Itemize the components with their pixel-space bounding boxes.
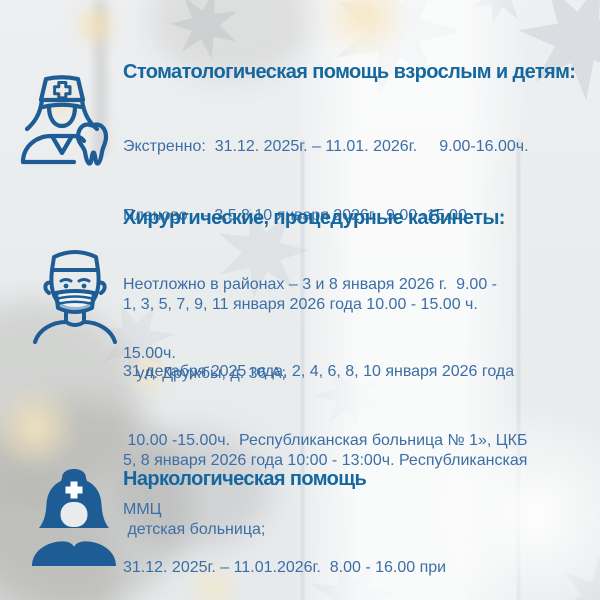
light-glow [318, 0, 408, 60]
schedule-line: детская больница; [123, 521, 266, 538]
schedule-line: 10.00 -15.00ч. Республиканская больница … [123, 432, 528, 449]
surgical-section-heading: Хирургические, процедурные кабинеты: [123, 207, 505, 229]
dental-section-heading: Стоматологическая помощь взрослым и детя… [123, 61, 576, 83]
schedule-line: 15.00ч. [123, 345, 176, 362]
narcology-section-schedule: 31.12. 2025г. – 11.01.2026г. 8.00 - 16.0… [123, 510, 450, 600]
schedule-line: Экстренно: 31.12. 2025г. – 11.01. 2026г.… [123, 138, 529, 155]
schedule-line: Планово – 3,5,8,10 января 2026г. 9.00 -1… [123, 207, 467, 224]
schedule-line: Неотложно в районах – 3 и 8 января 2026 … [123, 276, 497, 293]
narcology-section-heading: Наркологическая помощь [123, 468, 367, 490]
surgical-schedule-children-hospital: 5, 8 января 2026 года 10:00 - 13:00ч. Ре… [123, 403, 527, 587]
schedule-line: 1, 3, 5, 7, 9, 11 января 2026 года 10.00… [123, 296, 478, 313]
schedule-line: 31.12. 2025г. – 11.01.2026г. 8.00 - 16.0… [123, 559, 447, 576]
surgical-schedule-january: 1, 3, 5, 7, 9, 11 января 2026 года 10.00… [123, 247, 478, 431]
surgical-schedule-hospital1: 31 декабря 2025 года, 2, 4, 6, 8, 10 янв… [123, 314, 527, 567]
schedule-line: ММЦ [123, 501, 162, 518]
schedule-line: 5, 8 января 2026 года 10:00 - 13:00ч. Ре… [123, 452, 528, 469]
schedule-line: ул. Дружбы, д. 36 А; [123, 365, 286, 382]
schedule-line: 31 декабря 2025 года, 2, 4, 6, 8, 10 янв… [123, 363, 515, 380]
light-glow [70, 0, 122, 52]
dentist-icon [16, 70, 121, 170]
surgeon-mask-icon [28, 236, 123, 344]
dental-section-schedule: Экстренно: 31.12. 2025г. – 11.01. 2026г.… [123, 89, 529, 411]
nurse-cross-cap-icon [28, 466, 120, 566]
light-glow [0, 382, 80, 472]
